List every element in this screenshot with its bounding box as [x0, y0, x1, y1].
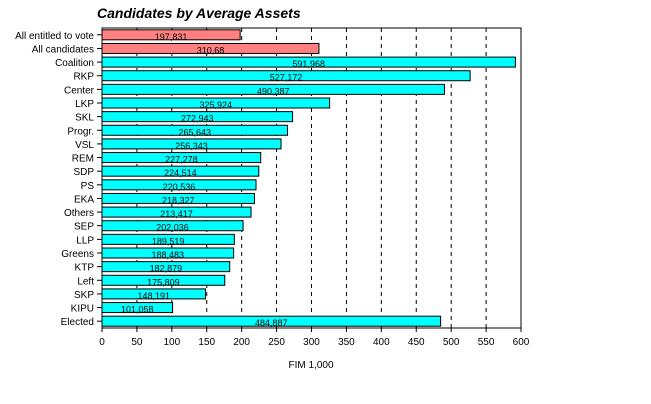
category-label: VSL: [75, 140, 94, 151]
chart-title: Candidates by Average Assets: [97, 5, 301, 21]
category-label: Left: [77, 276, 94, 287]
value-label: 265,643: [178, 127, 211, 137]
x-tick-label: 600: [513, 337, 530, 348]
category-label: Greens: [61, 249, 94, 260]
value-label: 272,943: [181, 114, 214, 124]
value-label: 218,327: [162, 195, 195, 205]
value-label: 189,519: [152, 236, 185, 246]
value-label: 325,924: [200, 100, 233, 110]
value-label: 101,058: [121, 305, 154, 315]
x-tick-label: 450: [408, 337, 425, 348]
value-label: 148,191: [137, 291, 170, 301]
category-label: RKP: [73, 72, 94, 83]
category-label: SEP: [74, 222, 94, 233]
category-label: PS: [81, 181, 95, 192]
category-label: SDP: [73, 167, 94, 178]
value-label: 197,831: [155, 32, 188, 42]
value-label: 175,809: [147, 277, 180, 287]
category-label: All candidates: [32, 44, 94, 55]
x-axis-label: FIM 1,000: [288, 360, 333, 371]
value-label: 182,879: [150, 264, 183, 274]
value-label: 202,036: [156, 223, 189, 233]
value-label: 227,278: [165, 155, 198, 165]
x-tick-label: 100: [163, 337, 180, 348]
value-label: 490,387: [257, 86, 290, 96]
value-label: 484,887: [255, 318, 288, 328]
category-label: KIPU: [71, 304, 94, 315]
value-label: 224,514: [164, 168, 197, 178]
value-label: 527,172: [270, 73, 303, 83]
value-label: 310,68: [197, 45, 225, 55]
category-label: SKL: [75, 113, 94, 124]
value-label: 591,968: [292, 59, 325, 69]
x-tick-label: 200: [233, 337, 250, 348]
category-label: Center: [64, 85, 95, 96]
x-tick-label: 150: [198, 337, 215, 348]
value-label: 188,483: [152, 250, 185, 260]
category-label: Others: [64, 208, 94, 219]
x-tick-label: 350: [338, 337, 355, 348]
category-label: REM: [72, 154, 94, 165]
category-label: Elected: [61, 317, 94, 328]
x-tick-label: 0: [99, 337, 105, 348]
category-label: KTP: [75, 263, 95, 274]
x-tick-label: 50: [131, 337, 143, 348]
x-tick-label: 300: [303, 337, 320, 348]
x-tick-label: 250: [268, 337, 285, 348]
value-label: 213,417: [160, 209, 193, 219]
category-label: LLP: [76, 235, 94, 246]
value-label: 256,343: [175, 141, 208, 151]
category-label: All entitled to vote: [15, 31, 94, 42]
x-tick-label: 400: [373, 337, 390, 348]
x-tick-label: 500: [443, 337, 460, 348]
category-label: Progr.: [67, 126, 94, 137]
x-tick-label: 550: [478, 337, 495, 348]
category-label: EKA: [74, 194, 94, 205]
value-label: 220,536: [163, 182, 196, 192]
category-label: LKP: [75, 99, 94, 110]
category-label: Coalition: [55, 58, 94, 69]
category-label: SKP: [74, 290, 94, 301]
